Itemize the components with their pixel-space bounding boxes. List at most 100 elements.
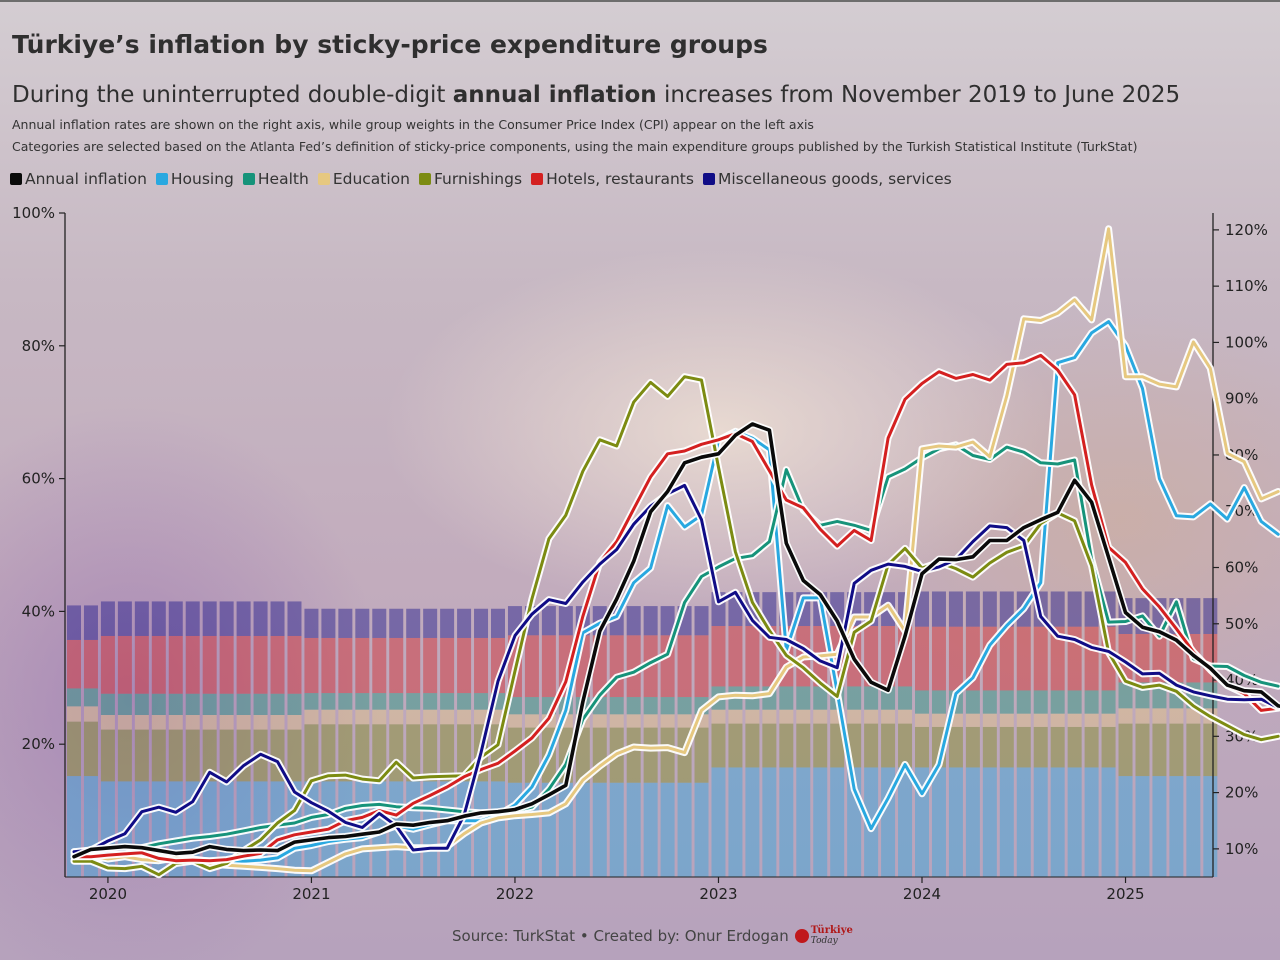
- weight-bar-housing: [1169, 776, 1184, 877]
- weight-bar-education: [321, 709, 336, 725]
- weight-bar-hotels-restaurants: [253, 635, 268, 694]
- weight-bar-health: [677, 697, 692, 715]
- weight-bar-furnishings: [355, 724, 370, 782]
- legend-swatch-education: [317, 173, 330, 185]
- weight-stack: [202, 601, 217, 877]
- weight-bar-furnishings: [1135, 723, 1150, 777]
- weight-bar-hotels-restaurants: [117, 635, 132, 694]
- weight-bar-housing: [1050, 767, 1065, 877]
- weight-bar-miscellaneous-goods-services: [948, 591, 963, 627]
- weight-bar-miscellaneous-goods-services: [626, 606, 641, 636]
- weight-bar-housing: [643, 782, 658, 877]
- weight-bar-health: [813, 686, 828, 710]
- weight-bar-education: [915, 713, 929, 727]
- weight-stack: [440, 608, 455, 877]
- weight-bar-hotels-restaurants: [67, 639, 81, 689]
- weight-bar-education: [999, 713, 1014, 727]
- weight-bar-health: [1101, 690, 1116, 714]
- weight-bar-education: [1118, 708, 1133, 724]
- weight-bar-housing: [694, 782, 709, 877]
- weight-bar-health: [168, 693, 183, 715]
- legend-label-miscellaneous-goods-services: Miscellaneous goods, services: [717, 170, 952, 188]
- weight-stack: [982, 591, 997, 877]
- weight-stack: [931, 591, 946, 877]
- weight-bar-housing: [592, 782, 607, 877]
- weight-bar-housing: [202, 781, 217, 877]
- weight-bar-health: [253, 693, 268, 715]
- weight-stack: [626, 606, 641, 877]
- weight-bar-health: [965, 690, 980, 714]
- weight-bar-education: [1016, 713, 1031, 727]
- weight-bar-furnishings: [660, 727, 675, 783]
- legend-item-annual-inflation: Annual inflation: [10, 170, 147, 188]
- weight-bar-furnishings: [813, 723, 828, 768]
- weight-bar-miscellaneous-goods-services: [389, 608, 404, 638]
- weight-bar-furnishings: [1152, 723, 1167, 777]
- weight-bar-health: [270, 693, 285, 715]
- right-tick-label: 90%: [1225, 390, 1258, 408]
- weight-bar-hotels-restaurants: [541, 635, 556, 698]
- x-tick-label: 2025: [1106, 885, 1144, 903]
- weight-bar-miscellaneous-goods-services: [406, 608, 421, 638]
- weight-stack: [609, 606, 624, 877]
- weight-bar-health: [609, 697, 624, 715]
- weight-bar-health: [915, 690, 929, 714]
- weight-stack: [728, 592, 743, 877]
- weight-bar-hotels-restaurants: [948, 626, 963, 691]
- weight-bar-miscellaneous-goods-services: [558, 606, 573, 636]
- weight-bar-education: [67, 706, 81, 722]
- weight-bar-hotels-restaurants: [915, 626, 929, 691]
- weight-bar-hotels-restaurants: [728, 626, 743, 687]
- weight-bar-education: [677, 714, 692, 728]
- weight-bar-hotels-restaurants: [287, 635, 302, 694]
- weight-bar-health: [779, 686, 794, 710]
- left-tick-label: 60%: [22, 470, 55, 488]
- weight-bar-miscellaneous-goods-services: [202, 601, 217, 636]
- weight-bar-furnishings: [796, 723, 811, 768]
- weight-bar-health: [1016, 690, 1031, 714]
- weight-bar-health: [1050, 690, 1065, 714]
- left-tick-label: 100%: [12, 204, 55, 222]
- weight-bar-furnishings: [864, 723, 879, 768]
- weight-bar-housing: [830, 767, 845, 877]
- series-line-hotels-restaurants: [72, 353, 1280, 863]
- right-tick-label: 100%: [1225, 333, 1268, 351]
- weight-bar-miscellaneous-goods-services: [915, 591, 929, 627]
- source-credit: Source: TurkStat • Created by: Onur Erdo…: [452, 927, 789, 945]
- series-lines: [70, 225, 1280, 879]
- left-tick-label: 80%: [22, 337, 55, 355]
- legend-label-health: Health: [257, 170, 309, 188]
- right-tick-label: 110%: [1225, 277, 1268, 295]
- weight-bar-health: [202, 693, 217, 715]
- right-tick-label: 120%: [1225, 221, 1268, 239]
- x-tick-label: 2020: [89, 885, 127, 903]
- weight-stack: [1033, 591, 1048, 877]
- weight-bar-hotels-restaurants: [677, 635, 692, 698]
- weight-bar-hotels-restaurants: [202, 635, 217, 694]
- weight-stack: [134, 601, 149, 877]
- weight-bar-miscellaneous-goods-services: [151, 601, 166, 636]
- legend-label-housing: Housing: [170, 170, 234, 188]
- weight-bar-miscellaneous-goods-services: [965, 591, 980, 627]
- weight-bar-miscellaneous-goods-services: [541, 606, 556, 636]
- weight-bar-hotels-restaurants: [355, 637, 370, 694]
- weight-bar-education: [253, 714, 268, 730]
- weight-bar-housing: [677, 782, 692, 877]
- weight-bar-miscellaneous-goods-services: [185, 601, 200, 636]
- weight-bar-health: [524, 697, 539, 715]
- weight-bar-education: [1152, 708, 1167, 724]
- legend-item-housing: Housing: [155, 170, 234, 188]
- weight-stack: [236, 601, 251, 877]
- weight-bar-education: [931, 713, 946, 727]
- weight-bar-education: [1050, 713, 1065, 727]
- weight-stack: [1135, 598, 1150, 877]
- series-line-education: [72, 227, 1280, 873]
- weight-bar-housing: [1203, 776, 1218, 877]
- weight-bar-furnishings: [575, 727, 590, 783]
- weight-bar-furnishings: [762, 723, 777, 768]
- weight-bar-health: [1118, 682, 1133, 709]
- weight-bar-hotels-restaurants: [474, 637, 489, 694]
- weight-stack: [864, 592, 879, 877]
- weight-bar-housing: [796, 767, 811, 877]
